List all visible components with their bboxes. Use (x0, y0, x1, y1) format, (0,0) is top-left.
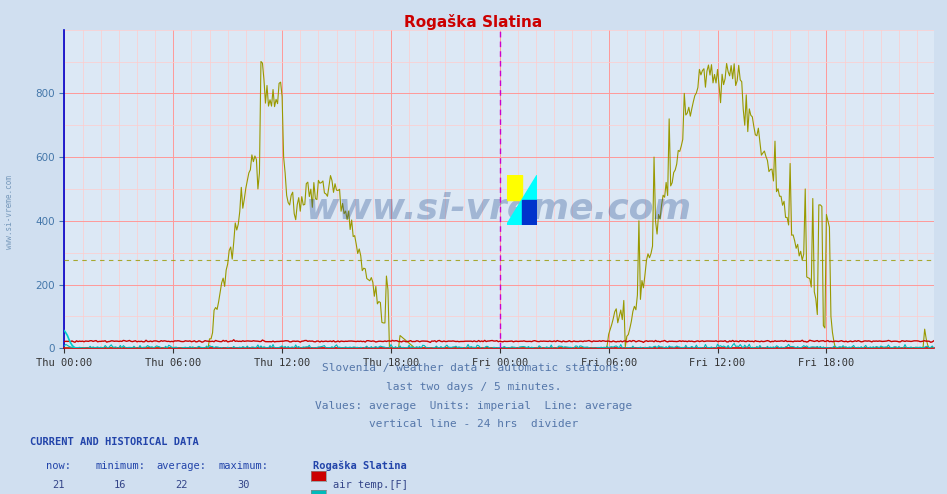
Text: vertical line - 24 hrs  divider: vertical line - 24 hrs divider (369, 419, 578, 429)
Text: minimum:: minimum: (96, 461, 145, 471)
Text: maximum:: maximum: (219, 461, 268, 471)
Text: air temp.[F]: air temp.[F] (333, 480, 408, 490)
Bar (507, 175, 522, 200)
Text: Rogaška Slatina: Rogaška Slatina (313, 461, 406, 471)
Text: 16: 16 (114, 480, 127, 490)
Text: 21: 21 (52, 480, 65, 490)
Text: Rogaška Slatina: Rogaška Slatina (404, 14, 543, 30)
Text: www.si-vreme.com: www.si-vreme.com (306, 191, 692, 225)
Bar (522, 200, 537, 225)
Text: now:: now: (46, 461, 71, 471)
Text: Slovenia / weather data - automatic stations.: Slovenia / weather data - automatic stat… (322, 363, 625, 373)
Text: average:: average: (157, 461, 206, 471)
Text: CURRENT AND HISTORICAL DATA: CURRENT AND HISTORICAL DATA (30, 437, 199, 447)
Text: Values: average  Units: imperial  Line: average: Values: average Units: imperial Line: av… (314, 401, 633, 411)
Text: last two days / 5 minutes.: last two days / 5 minutes. (385, 382, 562, 392)
Text: 30: 30 (237, 480, 250, 490)
Text: www.si-vreme.com: www.si-vreme.com (5, 175, 14, 249)
Polygon shape (507, 175, 537, 225)
Text: 22: 22 (175, 480, 188, 490)
